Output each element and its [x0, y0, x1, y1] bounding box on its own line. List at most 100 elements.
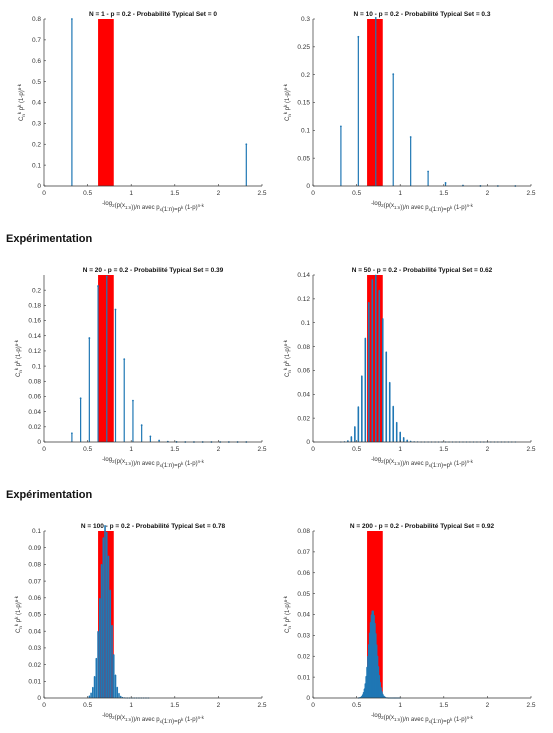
chart-title: N = 50 - p = 0.2 - Probabilité Typical S… — [352, 267, 493, 274]
y-axis-label-part: C — [16, 628, 22, 633]
y-tick-label: 0 — [306, 695, 310, 702]
y-tick-label: 0.03 — [297, 633, 310, 640]
y-tick-label: 0.06 — [297, 368, 310, 375]
stem-point — [92, 686, 94, 689]
y-tick-label: 0.04 — [297, 612, 310, 619]
y-axis-label-part: k — [14, 367, 19, 370]
x-tick-label: 0.5 — [352, 190, 361, 197]
x-axis-label: -log2(p(x1:n))/n avec px(1:n)=pk (1-p)n-… — [371, 201, 474, 213]
x-axis-label-part: -log — [102, 713, 112, 719]
x-axis-label-part: n-k — [467, 459, 474, 464]
stem-point — [118, 692, 120, 695]
x-axis-label-part: x — [429, 207, 432, 212]
y-tick-label: 0.02 — [28, 424, 41, 431]
x-tick-label: 0 — [42, 190, 46, 197]
x-axis-label-part: ))/n avec p — [131, 717, 160, 723]
typical-set-band — [98, 19, 114, 186]
stem-point — [409, 136, 412, 138]
y-axis-label-part: n — [18, 626, 23, 629]
x-axis-label: -log2(p(x1:n))/n avec px(1:n)=pk (1-p)n-… — [102, 713, 205, 725]
x-axis-label-part: (1:n)=p — [162, 207, 182, 213]
stem-point — [99, 598, 101, 600]
x-axis-label: -log2(p(x1:n))/n avec px(1:n)=pk (1-p)n-… — [102, 457, 205, 469]
y-tick-label: 0.3 — [32, 121, 41, 128]
y-tick-label: 0.5 — [32, 79, 41, 86]
y-tick-label: 0.09 — [28, 545, 41, 552]
y-tick-label: 0.8 — [32, 16, 41, 23]
y-axis-label-part: C — [285, 372, 291, 377]
x-tick-label: 0 — [311, 190, 315, 197]
section-heading-2: Expérimentation — [6, 489, 93, 501]
x-axis-label-part: (p(x — [115, 459, 125, 465]
x-axis-label-part: n-k — [198, 459, 205, 464]
y-axis-label-part: n-k — [283, 83, 288, 90]
y-axis-label-part: k — [283, 616, 288, 619]
x-axis-label-part: x — [160, 207, 163, 212]
x-tick-label: 0.5 — [83, 702, 92, 709]
y-tick-label: 0.06 — [28, 394, 41, 401]
y-axis-label-part: p — [285, 618, 291, 624]
y-tick-label: 0.2 — [32, 141, 41, 148]
y-tick-label: 0.1 — [301, 128, 310, 135]
stem-point — [71, 432, 73, 435]
x-tick-label: 2.5 — [257, 190, 266, 197]
stem-point — [392, 405, 394, 407]
stem-point — [245, 143, 248, 146]
y-tick-label: 0.7 — [32, 37, 41, 44]
y-tick-label: 0.04 — [28, 628, 41, 635]
y-tick-label: 0.06 — [28, 595, 41, 602]
stem-point — [410, 440, 412, 442]
chart-6: 0 0.5 1 1.5 2 2.5 0 0.01 0.02 0.03 0.04 0.05 0.06 0.0… — [283, 523, 536, 725]
y-tick-label: 0.02 — [28, 662, 41, 669]
y-tick-label: 0.2 — [32, 287, 41, 294]
x-axis-label-part: -log — [371, 457, 381, 463]
stem-point — [380, 687, 382, 689]
y-tick-label: 0.6 — [32, 58, 41, 65]
y-axis-label: Cnk pk (1-p)n-k — [14, 595, 23, 633]
stem-point — [158, 439, 161, 442]
y-axis-label-part: (1-p) — [16, 602, 22, 616]
y-axis-label: Cnk pk (1-p)n-k — [283, 339, 292, 377]
y-tick-label: 0.1 — [32, 162, 41, 169]
stem-point — [399, 431, 401, 433]
stem-point — [427, 170, 430, 173]
x-tick-label: 0 — [311, 702, 315, 709]
y-axis-label-part: (1-p) — [19, 90, 25, 104]
stem-point — [111, 624, 113, 627]
stem-point — [88, 695, 90, 697]
y-tick-label: 0.05 — [297, 155, 310, 162]
y-axis-label-part: n — [287, 626, 292, 629]
y-tick-label: 0.08 — [28, 562, 41, 569]
stem-point — [107, 555, 110, 557]
stem-point — [372, 610, 374, 612]
stem-point — [368, 301, 370, 304]
x-axis-label-part: (1:n)=p — [162, 719, 182, 725]
stem-point — [88, 337, 91, 339]
y-tick-label: 0.14 — [28, 333, 41, 340]
x-axis-label: -log2(p(x1:n))/n avec px(1:n)=pk (1-p)n-… — [371, 457, 474, 469]
stem-point — [364, 337, 366, 339]
y-axis-label: Cnk pk (1-p)n-k — [14, 339, 23, 377]
stem-point — [357, 406, 359, 408]
stem-point — [378, 674, 380, 677]
stem-point — [347, 440, 349, 442]
stem-point — [114, 308, 117, 311]
chart-2: 0 0.5 1 1.5 2 2.5 0 0.05 0.1 0.15 0.2 0.25 0.3 N = 10… — [283, 11, 536, 213]
x-axis-label-part: n-k — [198, 203, 205, 208]
y-tick-label: 0.08 — [297, 528, 310, 535]
x-tick-label: 2.5 — [257, 702, 266, 709]
y-axis-label-part: k — [283, 360, 288, 363]
x-tick-label: 1.5 — [170, 702, 179, 709]
stem-point — [104, 525, 106, 527]
x-axis-label-part: (1-p) — [452, 205, 466, 211]
stem-point — [105, 275, 108, 278]
x-axis-label-part: ))/n avec p — [400, 717, 429, 723]
x-axis-label-part: ))/n avec p — [131, 205, 160, 211]
stem-point — [379, 681, 381, 684]
stem-point — [114, 674, 117, 676]
typical-set-band — [367, 19, 383, 186]
stem-point — [123, 358, 126, 361]
y-tick-label: 0.06 — [297, 570, 310, 577]
x-tick-label: 2 — [217, 190, 221, 197]
stem-point — [106, 531, 108, 533]
